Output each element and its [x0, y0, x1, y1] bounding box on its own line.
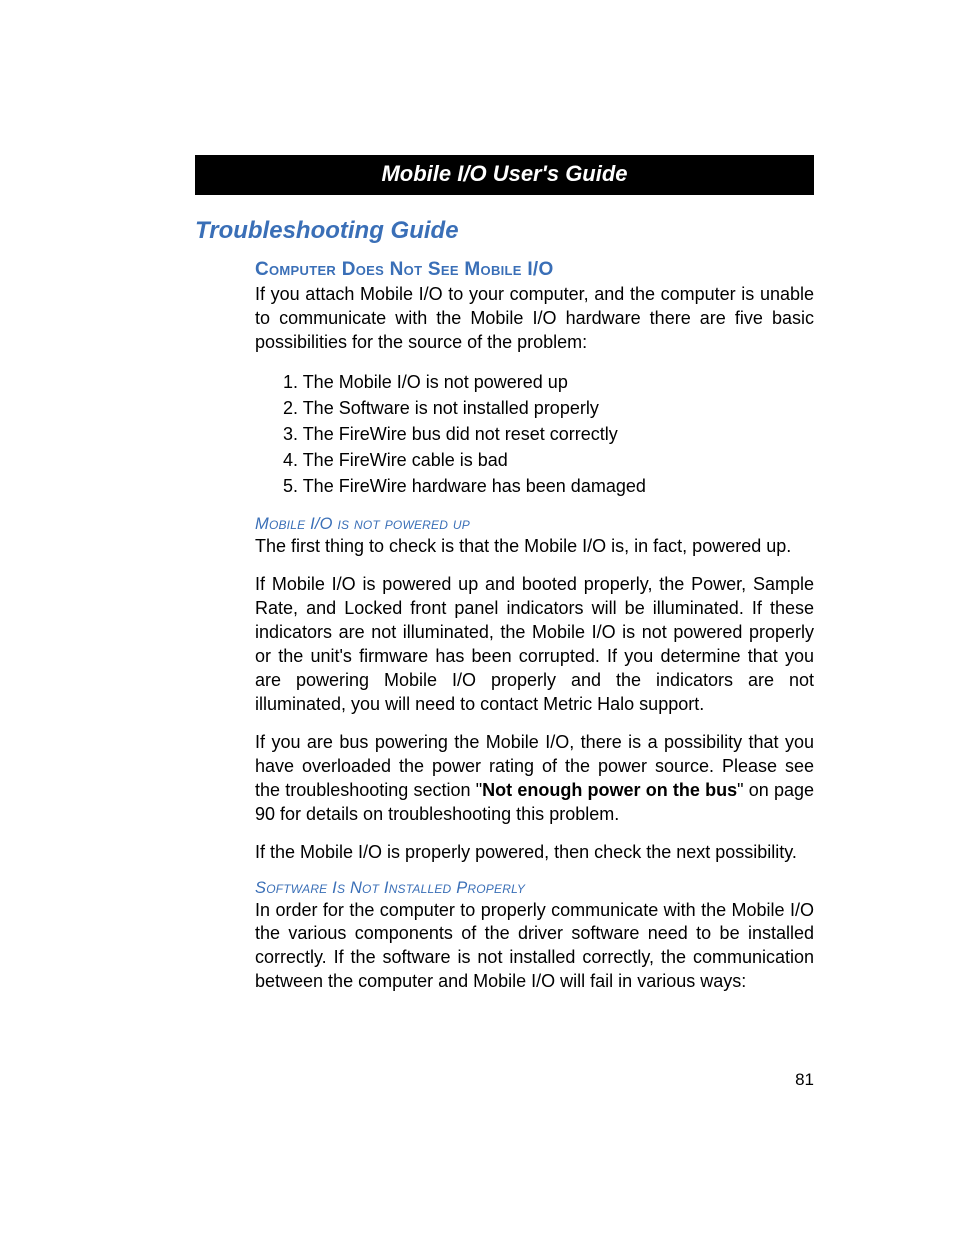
page-number: 81	[795, 1070, 814, 1090]
list-item: 1. The Mobile I/O is not powered up	[283, 369, 814, 395]
document-page: Mobile I/O User's Guide Troubleshooting …	[0, 0, 954, 1235]
page-header-bar: Mobile I/O User's Guide	[195, 155, 814, 195]
paragraph: If the Mobile I/O is properly powered, t…	[255, 841, 814, 865]
paragraph: In order for the computer to properly co…	[255, 899, 814, 995]
page-header-title: Mobile I/O User's Guide	[381, 161, 627, 186]
list-item: 4. The FireWire cable is bad	[283, 447, 814, 473]
list-item: 3. The FireWire bus did not reset correc…	[283, 421, 814, 447]
subsection-heading: Computer Does Not See Mobile I/O	[255, 259, 814, 281]
paragraph-with-crossref: If you are bus powering the Mobile I/O, …	[255, 731, 814, 827]
paragraph: The first thing to check is that the Mob…	[255, 535, 814, 559]
paragraph: If Mobile I/O is powered up and booted p…	[255, 573, 814, 717]
section-title: Troubleshooting Guide	[195, 217, 814, 245]
cross-reference: Not enough power on the bus	[482, 780, 737, 800]
list-item: 2. The Software is not installed properl…	[283, 395, 814, 421]
minor-heading-power: Mobile I/O is not powered up	[255, 515, 814, 534]
list-item: 5. The FireWire hardware has been damage…	[283, 473, 814, 499]
minor-heading-software: Software Is Not Installed Properly	[255, 879, 814, 898]
intro-paragraph: If you attach Mobile I/O to your compute…	[255, 283, 814, 355]
possibilities-list: 1. The Mobile I/O is not powered up 2. T…	[283, 369, 814, 499]
body-content: Computer Does Not See Mobile I/O If you …	[255, 259, 814, 994]
